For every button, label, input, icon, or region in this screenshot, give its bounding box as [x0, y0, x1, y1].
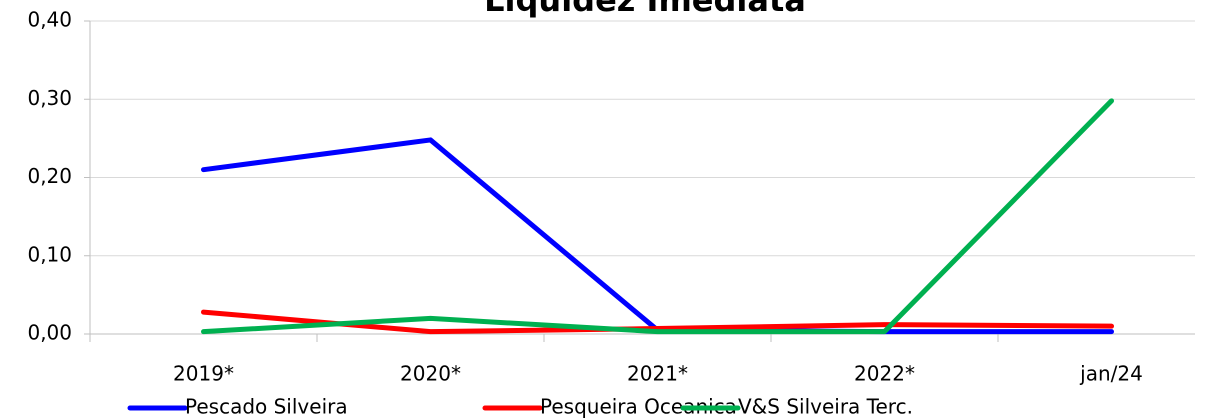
legend-label: Pesqueira Oceanica	[540, 395, 737, 418]
x-tick-label: 2020*	[400, 362, 461, 386]
y-tick-label: 0,30	[27, 86, 72, 110]
x-tick-label: 2019*	[173, 362, 234, 386]
y-tick-label: 0,40	[27, 8, 72, 32]
x-tick-label: jan/24	[1079, 362, 1143, 386]
y-tick-label: 0,20	[27, 164, 72, 188]
x-tick-label: 2022*	[854, 362, 915, 386]
series-line	[201, 98, 1114, 335]
legend-label: V&S Silveira Terc.	[738, 395, 913, 418]
y-tick-label: 0,10	[27, 242, 72, 266]
legend-label: Pescado Silveira	[185, 395, 348, 418]
y-tick-label: 0,00	[27, 321, 72, 345]
chart-title: Liquidez Imediata	[484, 0, 806, 19]
x-tick-label: 2021*	[627, 362, 688, 386]
